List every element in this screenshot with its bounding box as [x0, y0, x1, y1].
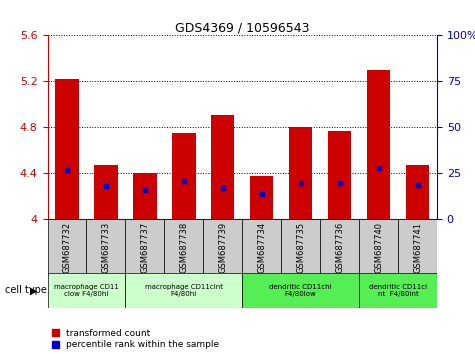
Bar — [48, 219, 86, 276]
Bar — [320, 219, 359, 276]
Text: GSM687739: GSM687739 — [218, 222, 227, 273]
Text: GSM687738: GSM687738 — [180, 222, 188, 273]
Bar — [172, 133, 196, 219]
Text: macrophage CD11cint
F4/80hi: macrophage CD11cint F4/80hi — [145, 284, 223, 297]
Text: cell type: cell type — [5, 285, 47, 295]
Bar — [328, 131, 352, 219]
Text: dendritic CD11ci
nt  F4/80int: dendritic CD11ci nt F4/80int — [369, 284, 427, 297]
Bar — [211, 115, 235, 219]
Bar — [250, 176, 274, 219]
Text: GSM687741: GSM687741 — [413, 222, 422, 273]
Bar — [406, 165, 429, 219]
Bar — [359, 273, 437, 308]
Text: GSM687734: GSM687734 — [257, 222, 266, 273]
Text: dendritic CD11chi
F4/80low: dendritic CD11chi F4/80low — [269, 284, 332, 297]
Text: GSM687732: GSM687732 — [63, 222, 71, 273]
Bar — [242, 219, 281, 276]
Bar — [203, 219, 242, 276]
Title: GDS4369 / 10596543: GDS4369 / 10596543 — [175, 21, 310, 34]
Bar — [289, 127, 313, 219]
Bar — [359, 219, 398, 276]
Bar — [367, 70, 390, 219]
Bar — [55, 79, 79, 219]
Bar — [125, 273, 242, 308]
Bar — [94, 165, 118, 219]
Text: GSM687740: GSM687740 — [374, 222, 383, 273]
Text: GSM687735: GSM687735 — [296, 222, 305, 273]
Bar — [125, 219, 164, 276]
Bar — [281, 219, 320, 276]
Legend: transformed count, percentile rank within the sample: transformed count, percentile rank withi… — [52, 329, 219, 349]
Bar — [133, 173, 157, 219]
Text: GSM687737: GSM687737 — [141, 222, 149, 273]
Bar — [398, 219, 437, 276]
Text: ▶: ▶ — [30, 285, 38, 295]
Text: GSM687736: GSM687736 — [335, 222, 344, 273]
Bar — [164, 219, 203, 276]
Text: GSM687733: GSM687733 — [102, 222, 110, 273]
Bar — [86, 219, 125, 276]
Bar — [242, 273, 359, 308]
Text: macrophage CD11
clow F4/80hi: macrophage CD11 clow F4/80hi — [54, 284, 119, 297]
Bar — [48, 273, 125, 308]
